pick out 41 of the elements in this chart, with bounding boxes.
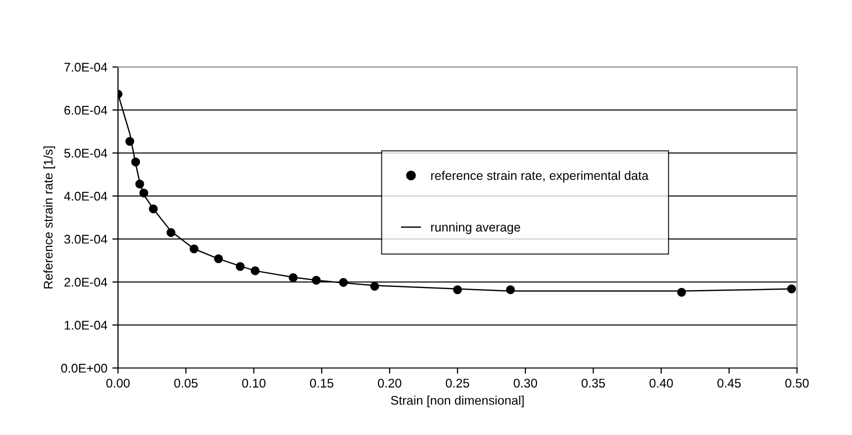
legend-label: reference strain rate, experimental data <box>431 170 649 182</box>
point <box>166 228 176 237</box>
y-tick-label: 1.0E-04 <box>64 320 108 330</box>
point <box>453 285 462 294</box>
x-tick-label: 0.10 <box>242 378 266 388</box>
point <box>135 180 144 188</box>
x-tick-label: 0.40 <box>650 378 673 388</box>
y-tick-label: 6.0E-04 <box>64 106 108 115</box>
point <box>288 273 298 282</box>
point <box>125 137 134 146</box>
y-tick-label: 0.0E+00 <box>61 364 108 373</box>
y-tick-label: 5.0E-04 <box>64 148 108 158</box>
x-tick-label: 0.25 <box>446 378 470 388</box>
x-tick-label: 0.00 <box>106 378 130 388</box>
point <box>236 262 245 271</box>
point <box>339 278 348 287</box>
x-tick-label: 0.15 <box>310 378 334 388</box>
point <box>787 284 796 294</box>
x-tick-label: 0.30 <box>514 378 538 388</box>
legend-label: running average <box>431 222 520 234</box>
x-tick-label: 0.20 <box>378 378 402 388</box>
point <box>139 188 148 198</box>
y-tick-label: 3.0E-04 <box>64 234 108 244</box>
point <box>677 288 686 297</box>
x-tick-label: 0.35 <box>582 378 605 388</box>
point <box>250 266 260 276</box>
point <box>370 282 380 291</box>
x-tick-label: 0.05 <box>174 378 198 388</box>
y-axis-title: Reference strain rate [1/s] <box>43 146 56 288</box>
point <box>214 254 223 264</box>
x-tick-label: 0.45 <box>717 378 741 388</box>
point <box>148 204 158 214</box>
x-tick-label: 0.50 <box>785 378 809 388</box>
point <box>312 276 321 285</box>
point <box>131 158 140 166</box>
point <box>506 285 515 294</box>
y-tick-label: 2.0E-04 <box>64 278 108 287</box>
point <box>190 244 198 254</box>
y-tick-label: 7.0E-04 <box>64 62 108 72</box>
x-axis-title: Strain [non dimensional] <box>391 396 524 408</box>
y-tick-label: 4.0E-04 <box>64 192 108 201</box>
